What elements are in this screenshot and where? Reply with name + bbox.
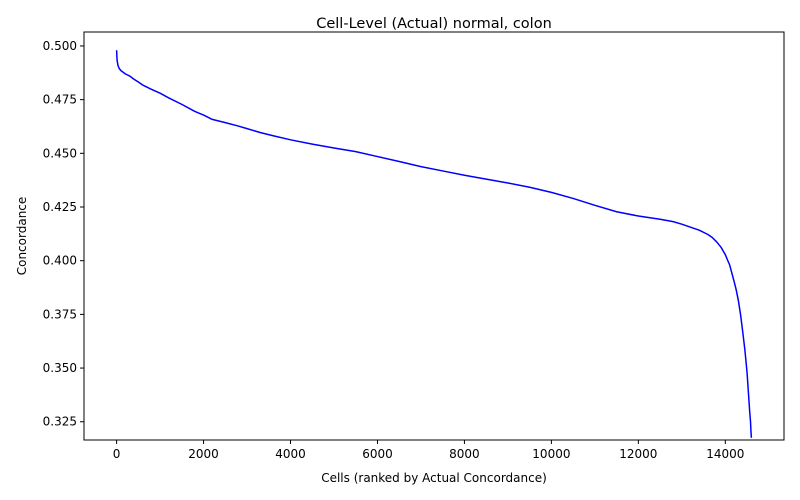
x-tick-label: 2000	[188, 447, 219, 461]
y-tick-label: 0.375	[43, 307, 77, 321]
chart-title: Cell-Level (Actual) normal, colon	[316, 16, 552, 32]
y-tick-label: 0.325	[43, 415, 77, 429]
y-axis-label: Concordance	[15, 197, 29, 276]
x-tick-label: 8000	[449, 447, 480, 461]
y-tick-label: 0.425	[43, 200, 77, 214]
y-tick-label: 0.350	[43, 361, 77, 375]
y-tick-label: 0.500	[43, 39, 77, 53]
plot-frame	[84, 32, 784, 440]
x-tick-label: 4000	[275, 447, 306, 461]
x-tick-label: 14000	[706, 447, 744, 461]
plot-area	[84, 32, 784, 440]
y-tick-label: 0.450	[43, 146, 77, 160]
x-axis-label: Cells (ranked by Actual Concordance)	[321, 471, 547, 485]
x-tick-label: 10000	[532, 447, 570, 461]
x-tick-label: 6000	[362, 447, 393, 461]
y-tick-label: 0.400	[43, 254, 77, 268]
x-tick-label: 0	[113, 447, 121, 461]
x-tick-label: 12000	[619, 447, 657, 461]
y-axis: 0.325 0.350 0.375 0.400 0.425 0.450 0.475 0.500	[43, 39, 84, 429]
x-axis: 0 2000 4000 6000 8000 10000 12000 14000	[113, 440, 745, 461]
y-tick-label: 0.475	[43, 93, 77, 107]
